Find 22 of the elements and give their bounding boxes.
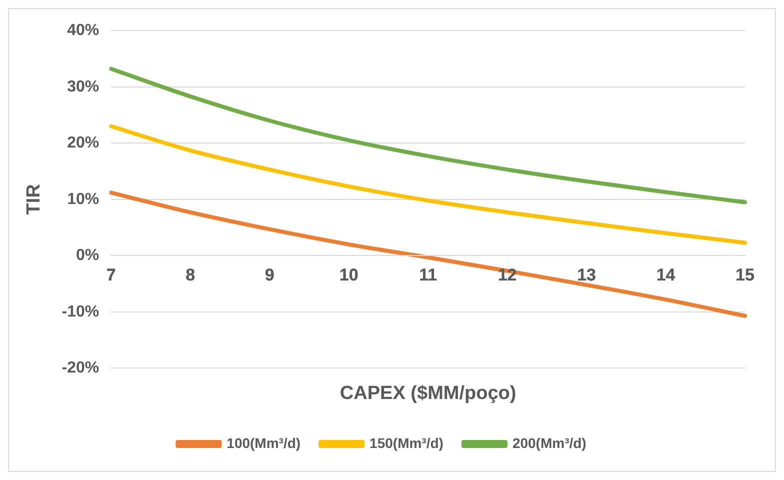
y-tick-label: 20% [67,134,100,152]
line-series [109,66,747,204]
y-tick-label: 10% [67,190,100,208]
x-tick-label: 15 [736,266,754,285]
x-axis-title: CAPEX ($MM/poço) [340,382,516,404]
y-tick-label: 30% [67,78,100,96]
y-tick-label: -20% [62,360,100,377]
y-tick-label: 40% [67,22,100,40]
y-axis-title: TIR [24,184,45,215]
x-tick-label: 8 [186,266,196,285]
line-series [109,124,747,245]
y-tick-label: 0% [76,247,100,264]
legend-label: 200(Mm³/d) [512,434,586,451]
x-tick-label: 14 [656,266,676,285]
x-tick-label: 9 [264,266,274,285]
x-tick-label: 11 [419,266,438,285]
y-tick-label: -10% [62,303,100,320]
x-tick-label: 10 [339,266,358,285]
legend-label: 150(Mm³/d) [370,434,444,451]
x-tick-label: 13 [577,266,596,285]
x-tick-label: 7 [106,266,116,285]
legend-label: 100(Mm³/d) [226,434,301,451]
